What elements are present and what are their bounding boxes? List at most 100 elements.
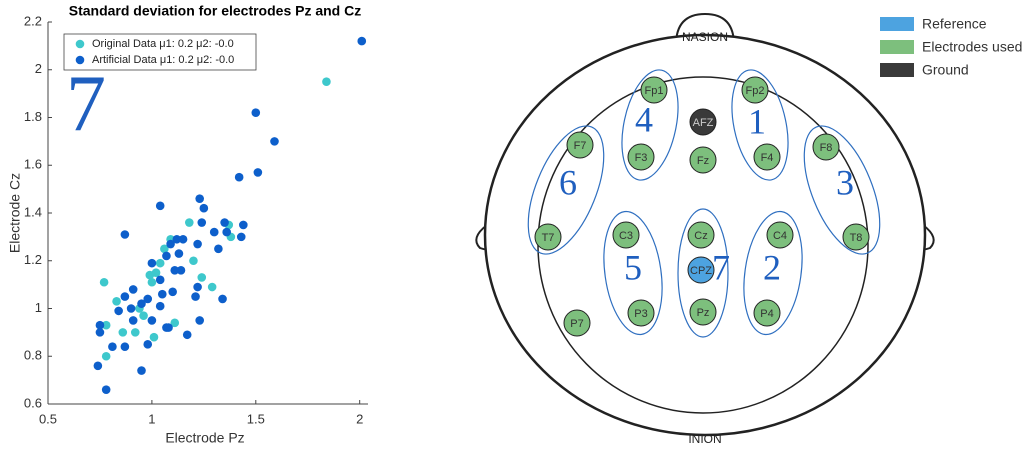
- data-point: [251, 108, 261, 118]
- nasion-label: NASION: [682, 30, 728, 44]
- x-axis-label: Electrode Pz: [165, 430, 244, 446]
- electrode-label: Pz: [697, 307, 710, 319]
- data-point: [193, 282, 202, 292]
- electrode-label: Fz: [697, 155, 709, 167]
- group-outline: [527, 125, 605, 255]
- electrode-label: F7: [574, 140, 587, 152]
- data-point: [137, 366, 146, 375]
- electrode: [689, 146, 717, 174]
- data-point: [147, 316, 157, 325]
- data-point: [236, 232, 246, 242]
- data-point: [199, 203, 209, 213]
- legend-label: Original Data μ1: 0.2 μ2: -0.0: [92, 38, 234, 50]
- data-point: [112, 297, 121, 306]
- x-tick-label: 1: [148, 411, 155, 426]
- data-point: [126, 304, 136, 313]
- data-point: [170, 266, 180, 275]
- y-tick-label: 0.8: [24, 348, 42, 363]
- electrode: [627, 143, 655, 171]
- data-point: [214, 244, 223, 254]
- electrode: [812, 133, 840, 161]
- electrode-label: T7: [542, 232, 555, 244]
- electrode-label: Fp1: [645, 85, 664, 97]
- data-point: [130, 328, 140, 337]
- electrode: [627, 299, 655, 327]
- group-outline: [677, 208, 729, 338]
- electrode: [687, 221, 715, 249]
- data-point: [99, 277, 109, 287]
- electrode-label: F4: [761, 152, 774, 164]
- electrode-label: CPZ: [690, 265, 712, 277]
- electrode: [741, 76, 769, 104]
- electrode-label: P7: [570, 318, 583, 330]
- electrode: [612, 221, 640, 249]
- y-tick-label: 1.6: [24, 157, 42, 172]
- legend-label: Artificial Data μ1: 0.2 μ2: -0.0: [92, 54, 234, 66]
- data-point: [197, 273, 207, 282]
- data-point: [184, 218, 194, 227]
- data-point: [128, 316, 138, 325]
- data-point: [114, 306, 123, 316]
- data-point: [160, 244, 169, 254]
- data-point: [182, 330, 192, 340]
- group-outline: [621, 69, 679, 181]
- electrode: [753, 299, 781, 327]
- y-tick-label: 1.8: [24, 109, 42, 124]
- data-point: [176, 266, 186, 275]
- data-point: [357, 36, 367, 46]
- data-point: [162, 251, 171, 261]
- data-point: [155, 258, 165, 268]
- group-label: 4: [635, 99, 653, 139]
- data-point: [137, 299, 146, 309]
- data-point: [189, 256, 198, 266]
- electrode: [534, 223, 562, 251]
- data-point: [193, 239, 202, 249]
- electrodes: Fp1 Fp2 AFZ F7 F3 Fz F4 F8 T7 C3 Cz C4 T…: [534, 76, 870, 337]
- electrode: [842, 223, 870, 251]
- group-outline: [731, 69, 789, 181]
- legend-marker: [75, 55, 85, 65]
- y-axis-label: Electrode Cz: [7, 173, 23, 253]
- data-point: [234, 172, 244, 182]
- annotation: 7: [66, 60, 106, 148]
- data-point: [207, 282, 217, 292]
- data-point: [172, 234, 182, 244]
- electrode-label: Fp2: [746, 85, 765, 97]
- group-outlines: [527, 69, 881, 338]
- legend-label: Ground: [922, 62, 969, 78]
- electrode: [689, 298, 717, 326]
- data-point: [149, 332, 159, 342]
- chart-title: Standard deviation for electrodes Pz and…: [69, 3, 362, 19]
- data-point: [222, 227, 232, 237]
- y-tick-label: 1.4: [24, 204, 42, 219]
- data-point: [93, 361, 103, 371]
- data-point: [157, 289, 167, 299]
- legend-swatch: [880, 17, 914, 31]
- head-diagram: NASION INION Reference Electrodes used G…: [475, 12, 1022, 446]
- data-point: [253, 168, 263, 177]
- legend: Reference Electrodes used Ground: [880, 16, 1022, 78]
- data-point: [147, 258, 157, 268]
- data-point: [143, 294, 153, 304]
- data-point: [239, 220, 248, 230]
- scatter-chart: Standard deviation for electrodes Pz and…: [7, 3, 368, 446]
- legend-label: Reference: [922, 16, 987, 32]
- y-tick-label: 2: [35, 61, 42, 76]
- data-point: [139, 311, 148, 320]
- legend-swatch: [880, 40, 914, 54]
- group-label: 2: [763, 247, 781, 287]
- data-point: [155, 201, 165, 211]
- data-point: [168, 287, 177, 297]
- electrode-label: F8: [820, 142, 833, 154]
- data-point: [120, 230, 130, 239]
- data-point: [220, 218, 229, 227]
- data-point: [101, 320, 111, 330]
- electrode-label: T8: [850, 232, 863, 244]
- electrode: [563, 309, 591, 337]
- data-point: [108, 342, 117, 352]
- data-point: [197, 218, 207, 227]
- group-label: 5: [624, 247, 642, 287]
- data-point: [95, 328, 105, 337]
- legend-marker: [75, 39, 85, 49]
